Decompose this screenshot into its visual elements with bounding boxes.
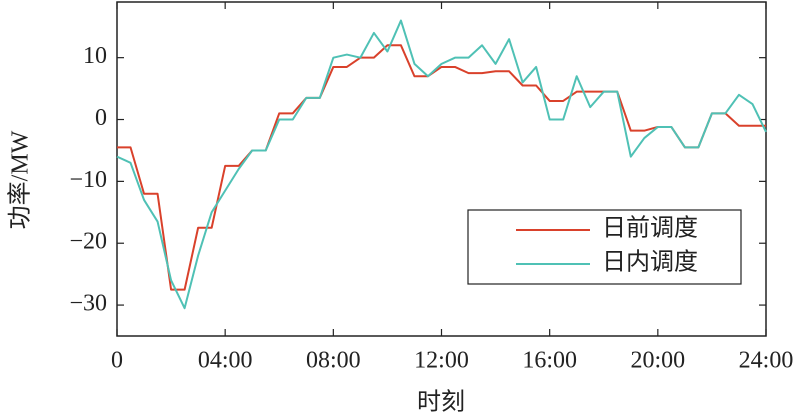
y-tick-label: −10 <box>69 167 107 193</box>
legend-label: 日前调度 <box>602 215 698 242</box>
series-line <box>116 19 767 310</box>
x-tick-label: 08:00 <box>306 348 361 374</box>
legend-label: 日内调度 <box>602 249 698 276</box>
y-tick-label: 10 <box>83 43 107 69</box>
x-axis-label: 时刻 <box>417 389 465 416</box>
x-tick-label: 24:00 <box>739 348 794 374</box>
y-axis-label: 功率/MW <box>7 130 34 229</box>
x-tick-label: 04:00 <box>198 348 253 374</box>
legend-box <box>467 209 742 285</box>
y-tick-label: 0 <box>95 105 107 131</box>
x-tick-label: 20:00 <box>630 348 685 374</box>
x-tick-label: 12:00 <box>414 348 469 374</box>
y-tick-label: −20 <box>69 229 107 255</box>
x-tick-label: 16:00 <box>522 348 577 374</box>
x-tick-label: 0 <box>111 348 123 374</box>
y-tick-label: −30 <box>69 291 107 317</box>
plot-frame <box>116 1 767 337</box>
